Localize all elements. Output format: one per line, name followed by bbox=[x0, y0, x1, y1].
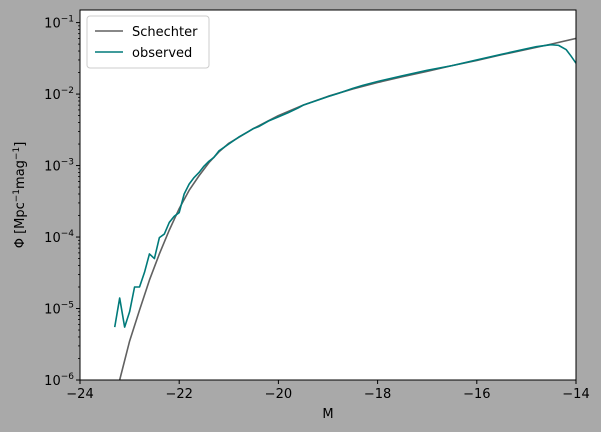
x-tick-label-1: −22 bbox=[165, 387, 192, 402]
legend-label-observed: observed bbox=[132, 46, 192, 61]
series-layer bbox=[113, 37, 576, 380]
y-tick-label-0: 10−6 bbox=[44, 372, 74, 389]
y-axis-label-sup1: −1 bbox=[12, 189, 22, 202]
legend-label-schechter: Schechter bbox=[132, 25, 198, 40]
x-tick-label-0: −24 bbox=[66, 387, 93, 402]
legend-box bbox=[86, 15, 210, 69]
series-line-observed bbox=[113, 43, 576, 328]
y-tick-label-1: 10−5 bbox=[44, 301, 74, 318]
x-axis-label: M bbox=[322, 407, 333, 422]
y-axis-label-base: Φ [Mpc bbox=[13, 202, 28, 248]
plot-frame bbox=[79, 9, 577, 381]
y-axis-label: Φ [Mpc−1mag−1] bbox=[12, 142, 28, 249]
x-tick-label-3: −18 bbox=[364, 387, 391, 402]
y-axis-label-mid: mag bbox=[13, 160, 28, 189]
y-axis-label-sup2: −1 bbox=[12, 147, 22, 160]
y-tick-label-3: 10−3 bbox=[44, 158, 74, 175]
y-tick-label-5: 10−1 bbox=[44, 15, 74, 32]
x-tick-label-2: −20 bbox=[265, 387, 292, 402]
y-tick-label-2: 10−4 bbox=[44, 229, 74, 246]
y-tick-label-4: 10−2 bbox=[44, 86, 74, 103]
x-axis: −24 −22 −20 −18 −16 −14 bbox=[66, 380, 590, 402]
x-tick-label-4: −16 bbox=[463, 387, 490, 402]
plot-area bbox=[80, 10, 576, 380]
legend: Schechter observed bbox=[86, 15, 210, 69]
x-tick-label-5: −14 bbox=[562, 387, 589, 402]
y-axis-label-end: ] bbox=[13, 142, 28, 147]
y-axis: 10−6 10−5 10−4 10−3 10−2 10−1 bbox=[44, 15, 80, 389]
